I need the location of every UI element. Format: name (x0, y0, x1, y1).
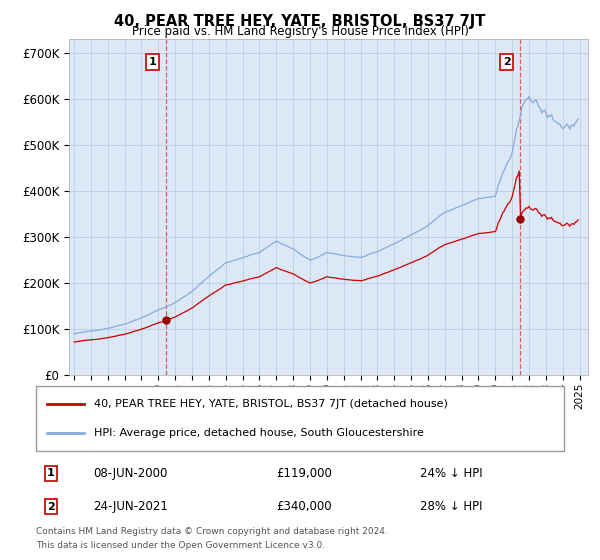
Text: 2: 2 (503, 57, 511, 67)
Text: 40, PEAR TREE HEY, YATE, BRISTOL, BS37 7JT: 40, PEAR TREE HEY, YATE, BRISTOL, BS37 7… (115, 14, 485, 29)
Text: 2: 2 (47, 502, 55, 512)
Text: 24% ↓ HPI: 24% ↓ HPI (420, 466, 482, 480)
Text: HPI: Average price, detached house, South Gloucestershire: HPI: Average price, detached house, Sout… (94, 428, 424, 438)
FancyBboxPatch shape (36, 386, 564, 451)
Text: 28% ↓ HPI: 28% ↓ HPI (420, 500, 482, 514)
Text: 24-JUN-2021: 24-JUN-2021 (93, 500, 168, 514)
Text: 40, PEAR TREE HEY, YATE, BRISTOL, BS37 7JT (detached house): 40, PEAR TREE HEY, YATE, BRISTOL, BS37 7… (94, 399, 448, 409)
Text: Price paid vs. HM Land Registry's House Price Index (HPI): Price paid vs. HM Land Registry's House … (131, 25, 469, 38)
Text: £119,000: £119,000 (276, 466, 332, 480)
Text: This data is licensed under the Open Government Licence v3.0.: This data is licensed under the Open Gov… (36, 541, 325, 550)
Text: 1: 1 (148, 57, 156, 67)
Text: Contains HM Land Registry data © Crown copyright and database right 2024.: Contains HM Land Registry data © Crown c… (36, 528, 388, 536)
Text: 1: 1 (47, 468, 55, 478)
Text: £340,000: £340,000 (276, 500, 332, 514)
Text: 08-JUN-2000: 08-JUN-2000 (93, 466, 167, 480)
